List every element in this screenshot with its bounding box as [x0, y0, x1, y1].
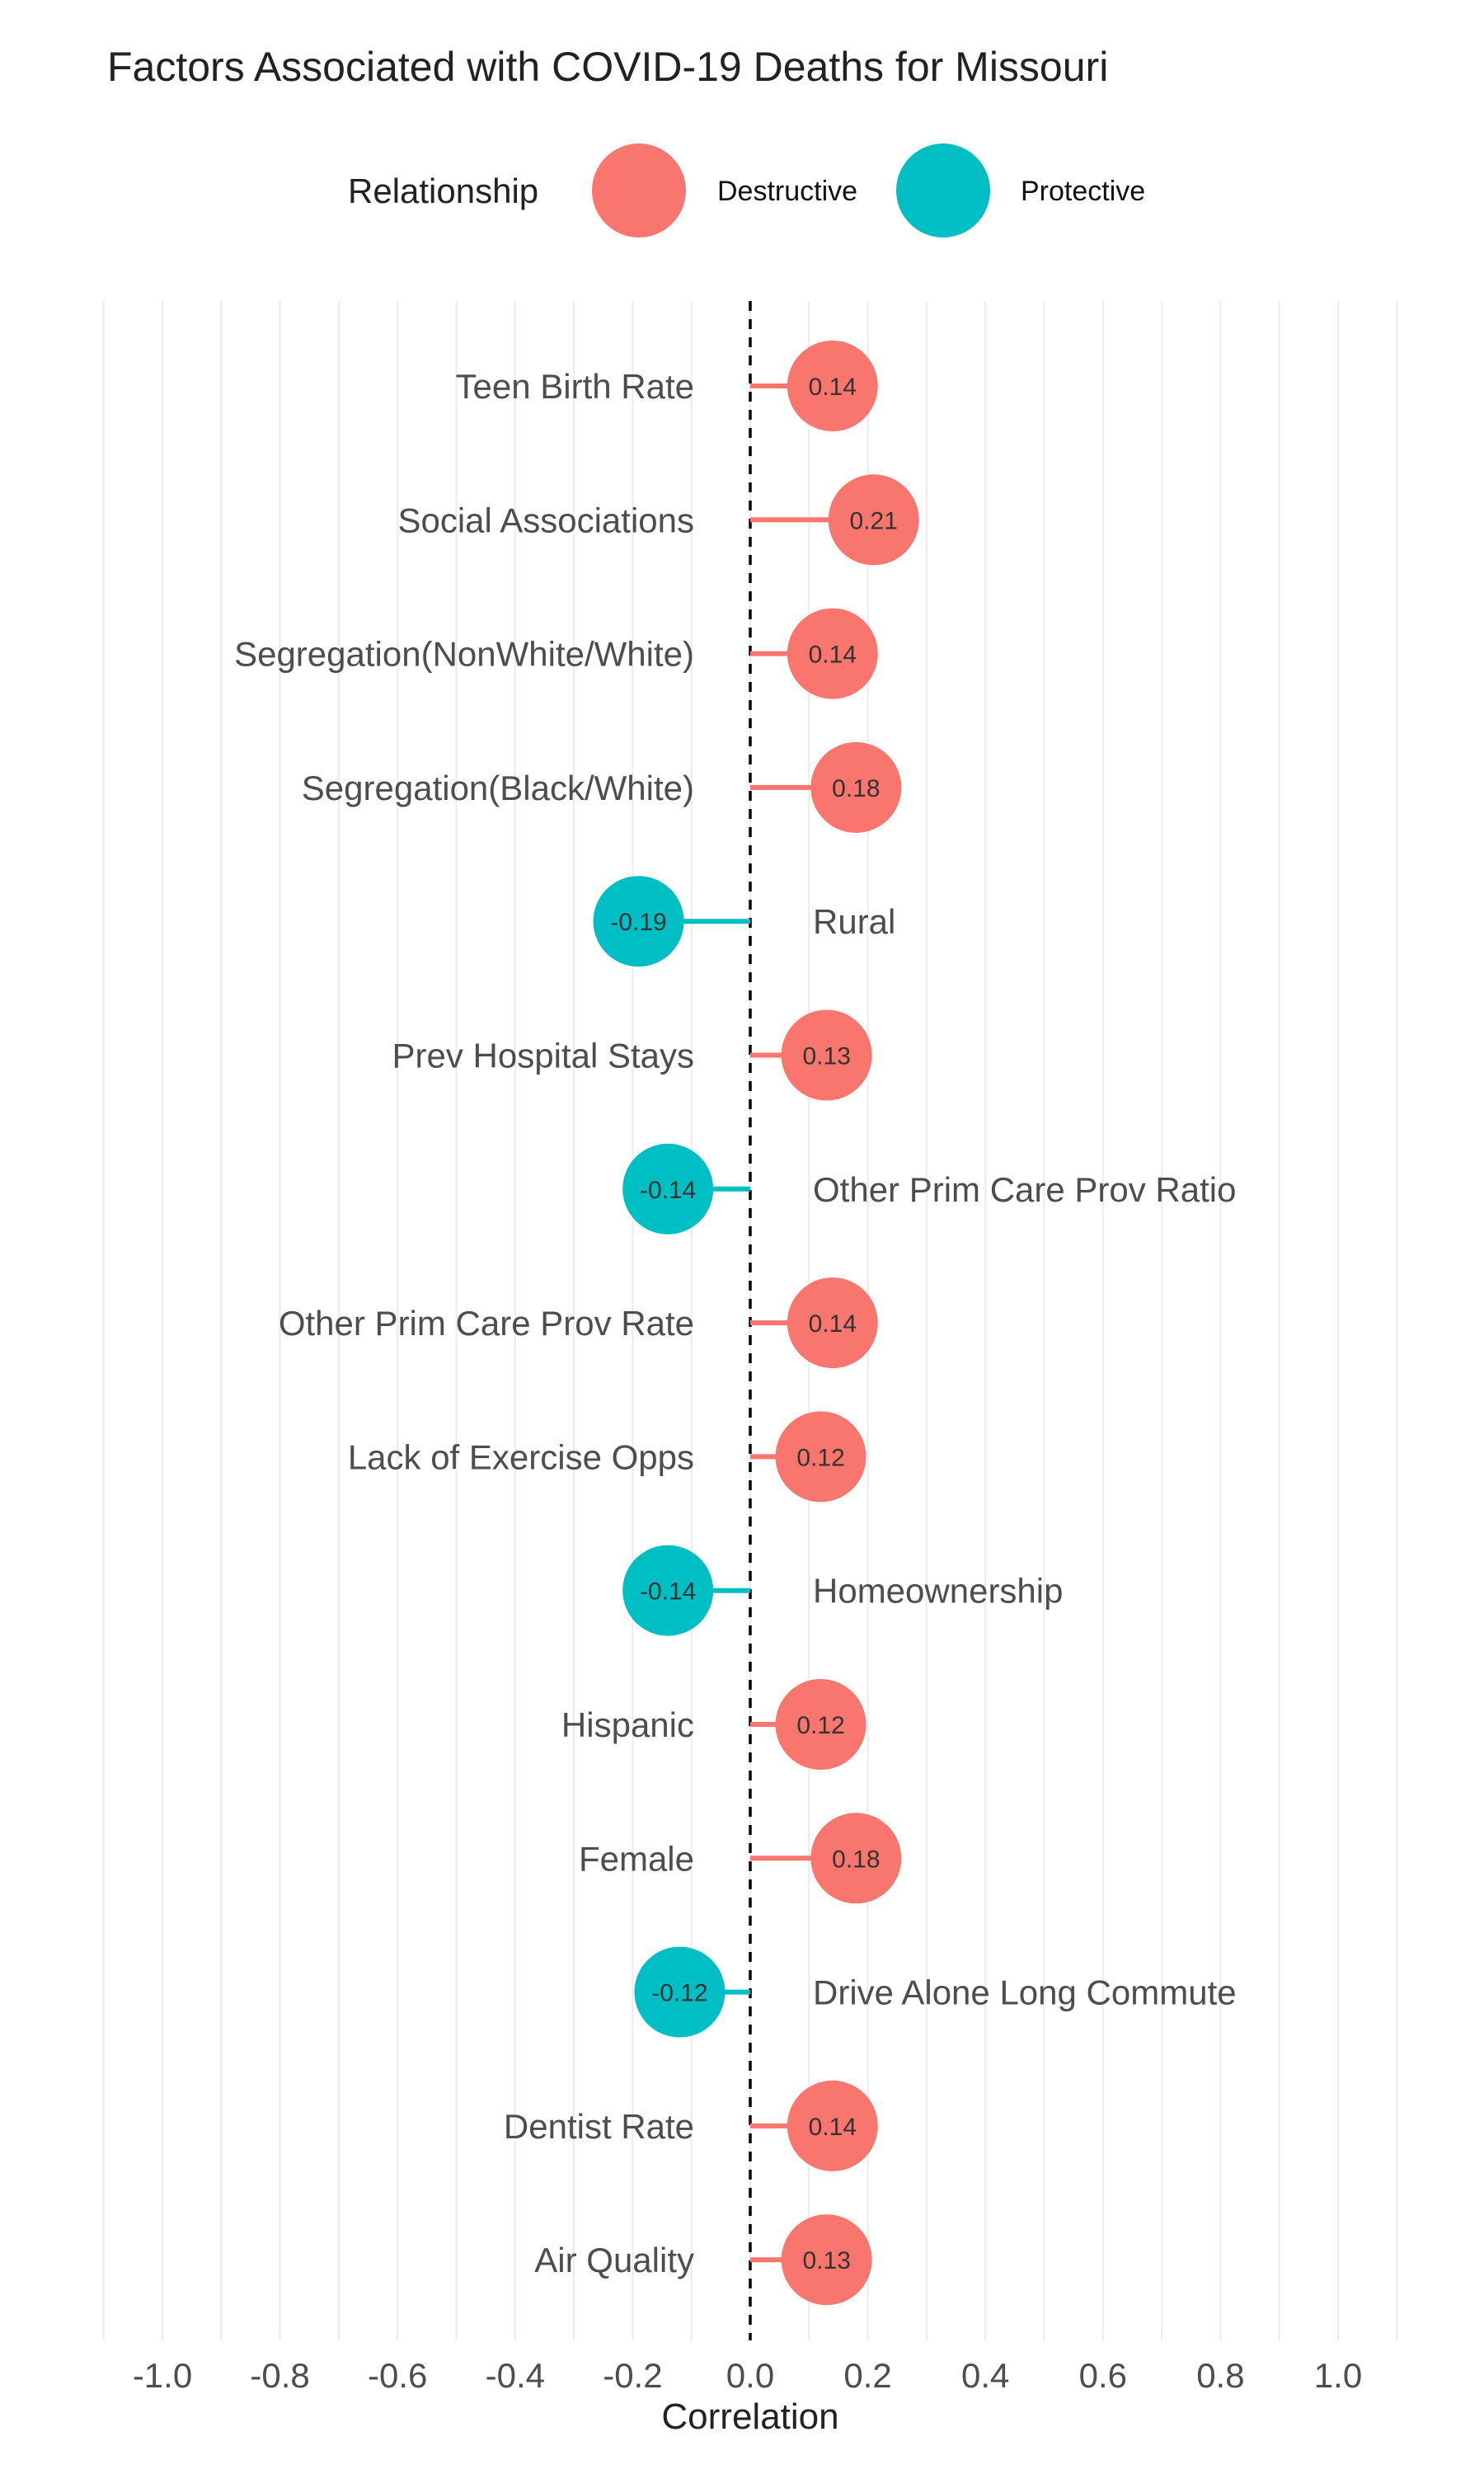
category-label: Homeownership [813, 1572, 1063, 1611]
lollipop-dot [775, 1411, 866, 1503]
value-label: 0.12 [796, 1444, 844, 1471]
category-label: Segregation(Black/White) [302, 769, 694, 807]
x-axis-ticks: -1.0 -0.8 -0.6 -0.4 -0.2 0.0 0.2 0.4 0.6 0.8 1.0 [133, 2356, 1362, 2395]
lollipop-row: 0.12 Lack of Exercise Opps [348, 1411, 866, 1503]
lollipop-row: 0.14 Teen Birth Rate [456, 341, 878, 431]
lollipop-dot [622, 1143, 714, 1235]
lollipop-dot [781, 1009, 872, 1101]
category-label: Rural [813, 902, 895, 941]
lollipop-row: -0.14 Homeownership [622, 1545, 1063, 1636]
category-label: Female [579, 1839, 694, 1878]
x-tick-label: 0.4 [961, 2356, 1009, 2395]
lollipop-row: 0.14 Dentist Rate [504, 2080, 878, 2171]
category-label: Teen Birth Rate [456, 367, 695, 406]
legend-title: Relationship [348, 172, 538, 210]
value-label: 0.13 [802, 1043, 850, 1070]
value-label: 0.12 [796, 1712, 844, 1739]
lollipop-row: 0.21 Social Associations [397, 474, 919, 566]
lollipop-dot [593, 876, 684, 967]
lollipop-row: 0.14 Segregation(NonWhite/White) [234, 608, 878, 699]
x-tick-label: 0.6 [1079, 2356, 1127, 2395]
lollipop-marks: 0.14 Teen Birth Rate 0.21 Social Associatio… [234, 341, 1237, 2306]
value-label: 0.14 [809, 1310, 857, 1338]
category-label: Lack of Exercise Opps [348, 1437, 694, 1476]
x-tick-label: -1.0 [133, 2356, 192, 2395]
lollipop-row: 0.18 Segregation(Black/White) [302, 741, 902, 833]
lollipop-dot [781, 2214, 872, 2306]
lollipop-dot [787, 2080, 878, 2171]
x-tick-label: -0.8 [250, 2356, 309, 2395]
x-axis-title: Correlation [661, 2396, 838, 2437]
lollipop-dot [787, 1277, 878, 1369]
legend-label-destructive: Destructive [717, 176, 857, 207]
lollipop-row: 0.12 Hispanic [561, 1679, 866, 1770]
value-label: -0.14 [640, 1177, 696, 1204]
x-tick-label: 0.0 [726, 2356, 774, 2395]
x-tick-label: 0.8 [1196, 2356, 1244, 2395]
x-tick-label: -0.2 [603, 2356, 662, 2395]
category-label: Drive Alone Long Commute [813, 1973, 1237, 2012]
value-label: 0.14 [809, 374, 857, 401]
value-label: -0.19 [610, 909, 666, 936]
x-tick-label: -0.6 [368, 2356, 427, 2395]
category-label: Dentist Rate [504, 2107, 694, 2146]
value-label: -0.14 [640, 1578, 696, 1606]
x-tick-label: -0.4 [486, 2356, 545, 2395]
lollipop-row: 0.13 Air Quality [534, 2214, 872, 2306]
lollipop-row: -0.14 Other Prim Care Prov Ratio [622, 1143, 1236, 1235]
legend: Relationship Destructive Protective [348, 143, 1145, 238]
lollipop-row: 0.13 Prev Hospital Stays [392, 1009, 872, 1101]
category-label: Prev Hospital Stays [392, 1037, 694, 1075]
value-label: 0.14 [809, 642, 857, 669]
lollipop-dot [810, 1813, 902, 1904]
lollipop-row: 0.14 Other Prim Care Prov Rate [279, 1277, 878, 1369]
lollipop-row: -0.12 Drive Alone Long Commute [634, 1946, 1237, 2038]
value-label: -0.12 [651, 1980, 707, 2007]
x-tick-label: 0.2 [843, 2356, 891, 2395]
value-label: 0.13 [802, 2247, 850, 2274]
lollipop-dot [775, 1679, 866, 1770]
category-label: Air Quality [534, 2241, 694, 2279]
lollipop-dot [634, 1946, 726, 2038]
category-label: Other Prim Care Prov Rate [279, 1304, 694, 1343]
lollipop-dot [828, 474, 919, 566]
value-label: 0.18 [832, 775, 880, 802]
legend-label-protective: Protective [1021, 176, 1145, 207]
category-label: Social Associations [397, 501, 694, 539]
chart-title: Factors Associated with COVID-19 Deaths … [107, 44, 1108, 90]
lollipop-dot [787, 608, 878, 699]
lollipop-dot [622, 1545, 714, 1636]
lollipop-dot [810, 741, 902, 833]
value-label: 0.14 [809, 2114, 857, 2141]
legend-swatch-destructive [592, 143, 686, 238]
lollipop-row: -0.19 Rural [593, 876, 895, 967]
value-label: 0.18 [832, 1846, 880, 1873]
category-label: Segregation(NonWhite/White) [234, 635, 694, 674]
x-tick-label: 1.0 [1314, 2356, 1362, 2395]
value-label: 0.21 [850, 507, 898, 534]
category-label: Other Prim Care Prov Ratio [813, 1170, 1236, 1209]
category-label: Hispanic [561, 1705, 694, 1744]
lollipop-row: 0.18 Female [579, 1813, 902, 1904]
legend-swatch-protective [896, 143, 990, 238]
lollipop-dot [787, 341, 878, 431]
